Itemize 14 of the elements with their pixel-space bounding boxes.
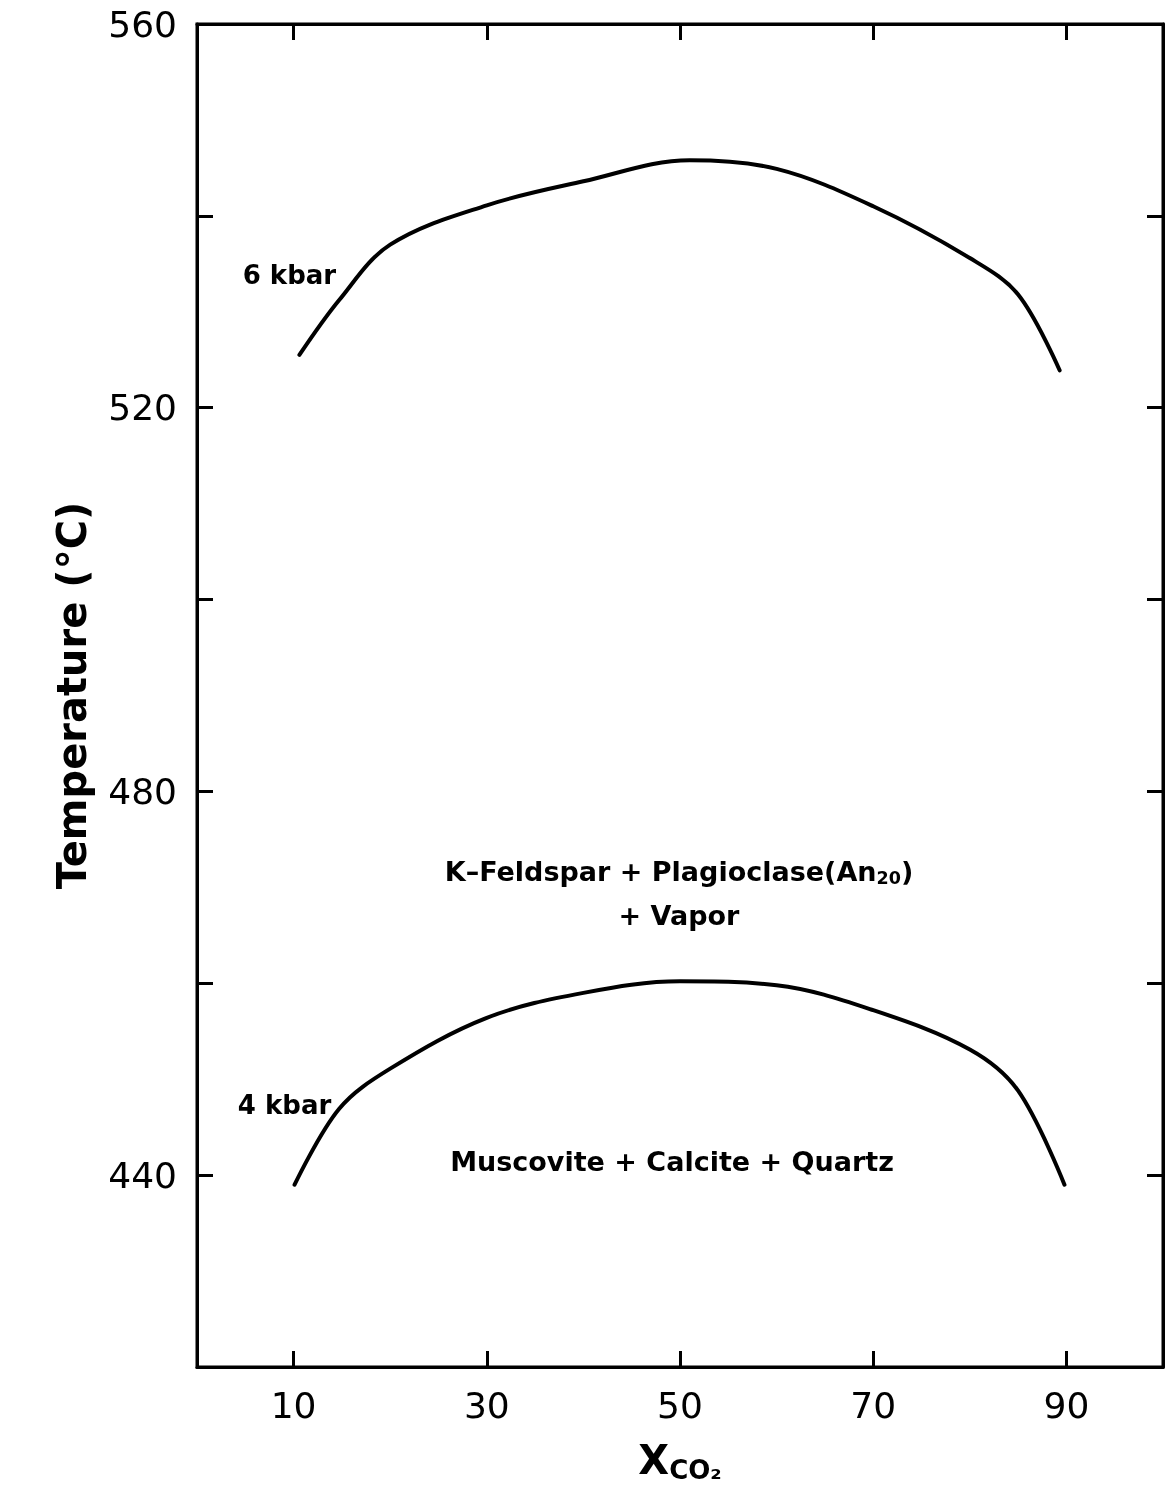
x-tick-label: 70 (850, 1384, 897, 1426)
x-tick-label: 10 (270, 1384, 317, 1426)
y-tick-label: 520 (108, 387, 177, 429)
y-tick-label: 440 (108, 1154, 177, 1196)
series-label: 4 kbar (237, 1089, 332, 1120)
series-label: 6 kbar (242, 259, 337, 290)
annotation: Muscovite + Calcite + Quartz (450, 1145, 894, 1177)
x-tick-label: 30 (463, 1384, 510, 1426)
y-tick-label: 480 (108, 770, 177, 812)
y-axis-title: Temperature (°C) (49, 501, 95, 890)
x-tick-label: 50 (657, 1384, 703, 1426)
annotation: + Vapor (618, 899, 741, 931)
y-tick-label: 560 (108, 3, 177, 45)
x-tick-label: 90 (1043, 1384, 1090, 1426)
